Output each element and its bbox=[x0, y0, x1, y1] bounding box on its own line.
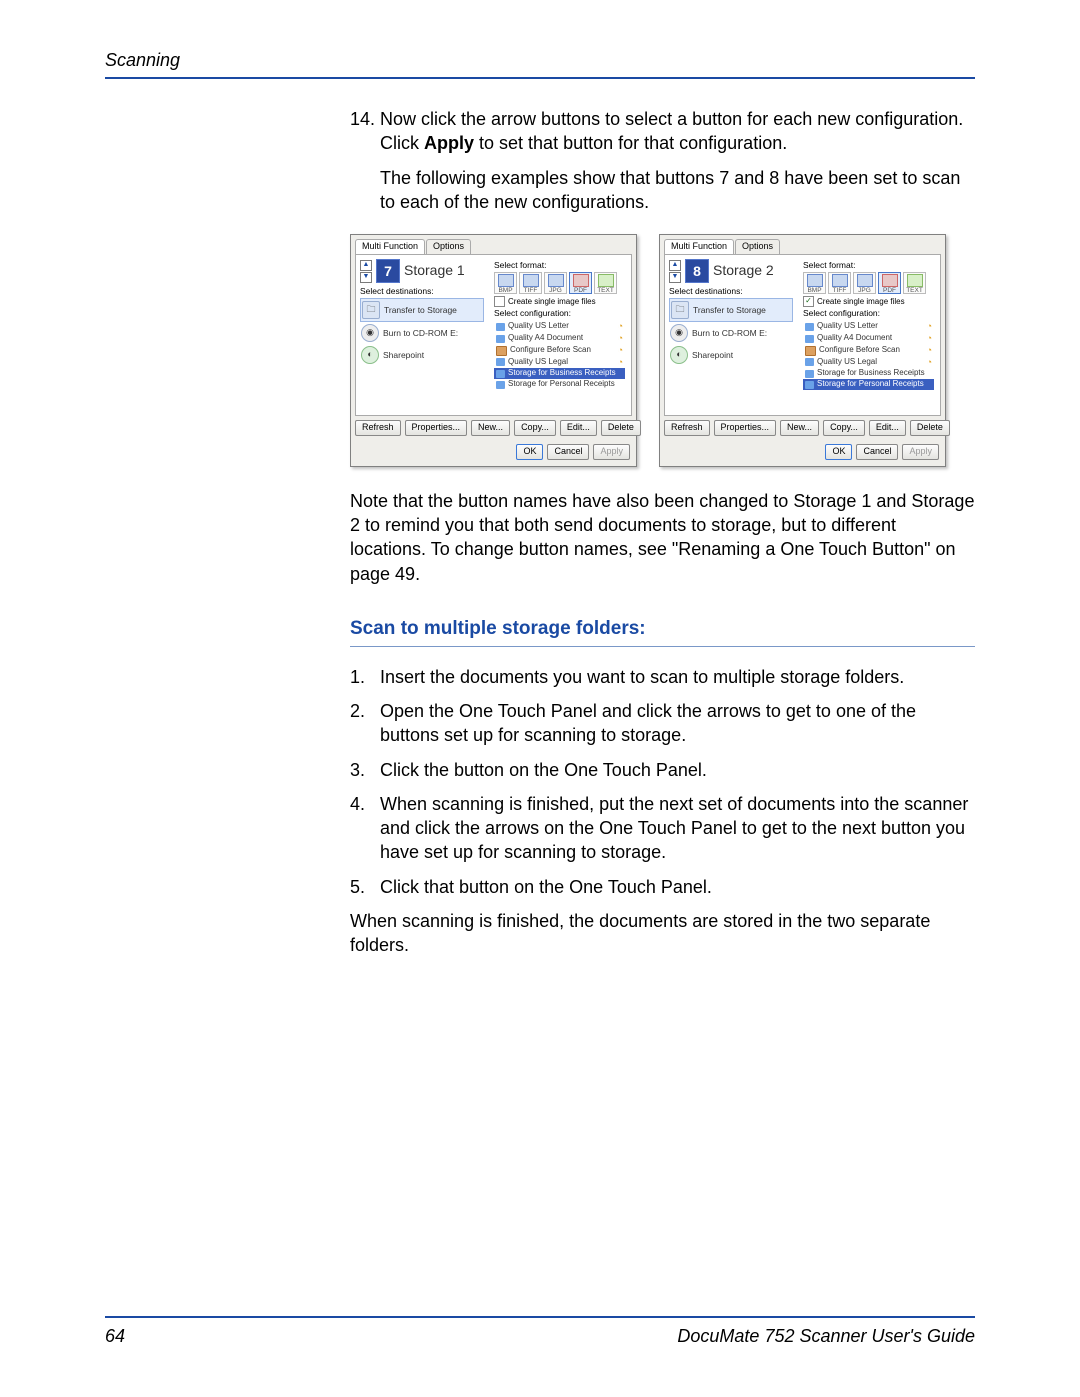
step14-p1: Now click the arrow buttons to select a … bbox=[380, 107, 975, 156]
button-number: 8 bbox=[685, 259, 709, 283]
btn-refresh[interactable]: Refresh bbox=[355, 420, 401, 436]
btn-apply[interactable]: Apply bbox=[902, 444, 939, 460]
cfg-a4[interactable]: Quality A4 Document◔ bbox=[494, 333, 625, 345]
btn-ok[interactable]: OK bbox=[825, 444, 852, 460]
fmt-tiff[interactable]: TIFF bbox=[828, 272, 851, 294]
btn-delete[interactable]: Delete bbox=[910, 420, 950, 436]
label-format: Select format: bbox=[494, 261, 625, 270]
btn-delete[interactable]: Delete bbox=[601, 420, 641, 436]
fmt-jpg[interactable]: JPG bbox=[544, 272, 567, 294]
btn-new[interactable]: New... bbox=[780, 420, 819, 436]
dialog-storage1: Multi Function Options ▲ ▼ 7 Storage 1 bbox=[350, 234, 637, 467]
dest-transfer[interactable]: 🗀Transfer to Storage bbox=[360, 298, 484, 322]
header-rule bbox=[105, 77, 975, 79]
label-config: Select configuration: bbox=[803, 309, 934, 318]
btn-refresh[interactable]: Refresh bbox=[664, 420, 710, 436]
footer-rule bbox=[105, 1316, 975, 1318]
cfg-a4[interactable]: Quality A4 Document◔ bbox=[803, 333, 934, 345]
subheading-rule bbox=[350, 646, 975, 647]
btn-properties[interactable]: Properties... bbox=[405, 420, 468, 436]
step-number: 3. bbox=[350, 758, 380, 782]
footer-title: DocuMate 752 Scanner User's Guide bbox=[677, 1326, 975, 1347]
step-text: Click that button on the One Touch Panel… bbox=[380, 875, 975, 899]
label-config: Select configuration: bbox=[494, 309, 625, 318]
arrow-up[interactable]: ▲ bbox=[669, 260, 681, 271]
step-number: 5. bbox=[350, 875, 380, 899]
step-text: Click the button on the One Touch Panel. bbox=[380, 758, 975, 782]
btn-edit[interactable]: Edit... bbox=[869, 420, 906, 436]
btn-apply[interactable]: Apply bbox=[593, 444, 630, 460]
cfg-before[interactable]: Configure Before Scan◔ bbox=[494, 345, 625, 357]
chk-single[interactable] bbox=[494, 296, 505, 307]
arrow-down[interactable]: ▼ bbox=[669, 272, 681, 283]
step-number: 2. bbox=[350, 699, 380, 748]
tab-options[interactable]: Options bbox=[735, 239, 780, 254]
tab-options[interactable]: Options bbox=[426, 239, 471, 254]
cfg-before[interactable]: Configure Before Scan◔ bbox=[803, 345, 934, 357]
tab-multifunction[interactable]: Multi Function bbox=[664, 239, 734, 254]
cfg-letter[interactable]: Quality US Letter◔ bbox=[494, 321, 625, 333]
fmt-bmp[interactable]: BMP bbox=[803, 272, 826, 294]
cfg-personal[interactable]: Storage for Personal Receipts bbox=[803, 379, 934, 390]
step-number: 1. bbox=[350, 665, 380, 689]
step-text: Open the One Touch Panel and click the a… bbox=[380, 699, 975, 748]
fmt-pdf[interactable]: PDF bbox=[878, 272, 901, 294]
step-number: 4. bbox=[350, 792, 380, 865]
dest-sharepoint[interactable]: ◐Sharepoint bbox=[669, 344, 793, 366]
btn-cancel[interactable]: Cancel bbox=[547, 444, 589, 460]
dest-transfer[interactable]: 🗀Transfer to Storage bbox=[669, 298, 793, 322]
subheading: Scan to multiple storage folders: bbox=[350, 616, 975, 642]
cfg-personal[interactable]: Storage for Personal Receipts bbox=[494, 379, 625, 390]
step-text: Insert the documents you want to scan to… bbox=[380, 665, 975, 689]
arrow-up[interactable]: ▲ bbox=[360, 260, 372, 271]
step-text: When scanning is finished, put the next … bbox=[380, 792, 975, 865]
dest-sharepoint[interactable]: ◐Sharepoint bbox=[360, 344, 484, 366]
btn-ok[interactable]: OK bbox=[516, 444, 543, 460]
fmt-pdf[interactable]: PDF bbox=[569, 272, 592, 294]
tab-multifunction[interactable]: Multi Function bbox=[355, 239, 425, 254]
page-number: 64 bbox=[105, 1326, 125, 1347]
note-paragraph: Note that the button names have also bee… bbox=[350, 489, 975, 586]
fmt-text[interactable]: TEXT bbox=[594, 272, 617, 294]
cfg-letter[interactable]: Quality US Letter◔ bbox=[803, 321, 934, 333]
screenshots: Multi Function Options ▲ ▼ 7 Storage 1 bbox=[350, 234, 975, 467]
label-destinations: Select destinations: bbox=[360, 287, 484, 296]
btn-new[interactable]: New... bbox=[471, 420, 510, 436]
step14-p2: The following examples show that buttons… bbox=[380, 166, 975, 215]
fmt-jpg[interactable]: JPG bbox=[853, 272, 876, 294]
step-number: 14. bbox=[350, 107, 380, 214]
dest-burn[interactable]: ◉Burn to CD-ROM E: bbox=[360, 322, 484, 344]
label-format: Select format: bbox=[803, 261, 934, 270]
closing-paragraph: When scanning is finished, the documents… bbox=[350, 909, 975, 958]
btn-properties[interactable]: Properties... bbox=[714, 420, 777, 436]
cfg-business[interactable]: Storage for Business Receipts bbox=[803, 368, 934, 379]
cfg-business[interactable]: Storage for Business Receipts bbox=[494, 368, 625, 379]
btn-copy[interactable]: Copy... bbox=[823, 420, 865, 436]
button-name: Storage 2 bbox=[713, 263, 774, 278]
fmt-bmp[interactable]: BMP bbox=[494, 272, 517, 294]
arrow-down[interactable]: ▼ bbox=[360, 272, 372, 283]
button-name: Storage 1 bbox=[404, 263, 465, 278]
dialog-storage2: Multi Function Options ▲ ▼ 8 Storage 2 bbox=[659, 234, 946, 467]
fmt-tiff[interactable]: TIFF bbox=[519, 272, 542, 294]
section-heading: Scanning bbox=[105, 50, 975, 71]
chk-single[interactable]: ✓ bbox=[803, 296, 814, 307]
dest-burn[interactable]: ◉Burn to CD-ROM E: bbox=[669, 322, 793, 344]
cfg-legal[interactable]: Quality US Legal◔ bbox=[494, 357, 625, 369]
cfg-legal[interactable]: Quality US Legal◔ bbox=[803, 357, 934, 369]
fmt-text[interactable]: TEXT bbox=[903, 272, 926, 294]
btn-copy[interactable]: Copy... bbox=[514, 420, 556, 436]
button-number: 7 bbox=[376, 259, 400, 283]
btn-cancel[interactable]: Cancel bbox=[856, 444, 898, 460]
label-destinations: Select destinations: bbox=[669, 287, 793, 296]
btn-edit[interactable]: Edit... bbox=[560, 420, 597, 436]
